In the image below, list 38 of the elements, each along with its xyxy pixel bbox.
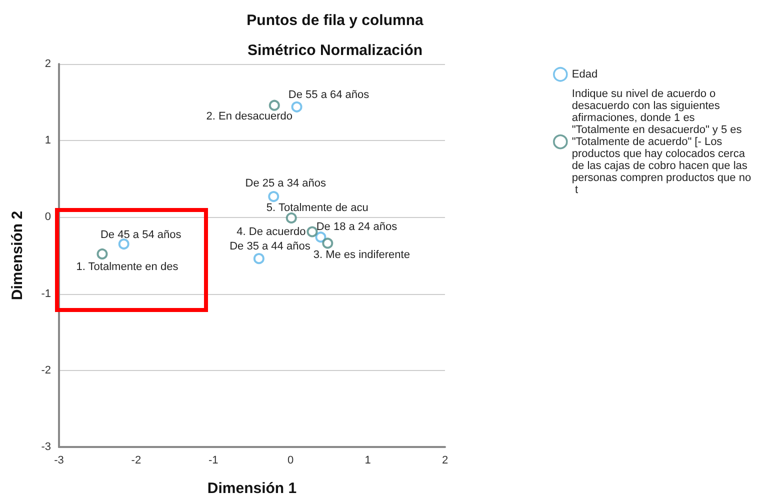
- x-tick-label: -2: [131, 454, 142, 466]
- annotation: 4. De acuerdo: [236, 226, 306, 238]
- point: [118, 238, 130, 250]
- annotation: De 35 a 44 años: [230, 240, 311, 253]
- legend-label: Edad: [572, 68, 598, 80]
- point: [306, 226, 318, 238]
- y-tick-label: -3: [41, 441, 51, 453]
- x-axis-title: Dimensión 1: [207, 480, 297, 497]
- point: [315, 232, 326, 243]
- point: [291, 101, 302, 112]
- x-tick-label: -1: [208, 454, 218, 466]
- point: [253, 253, 264, 264]
- annotation: De 45 a 54 años: [100, 229, 182, 242]
- x-tick-label: 1: [364, 454, 371, 466]
- annotation: 2. En desacuerdo: [206, 110, 293, 122]
- chart-subtitle: Simétrico Normalización: [247, 42, 423, 59]
- x-tick-label: 2: [442, 454, 448, 466]
- x-tick-label: 0: [288, 454, 294, 466]
- y-axis-title: Dimensión 2: [9, 210, 26, 300]
- point: [268, 100, 280, 111]
- annotation: 1. Totalmente en des: [76, 260, 179, 273]
- text: Indique su nivel de acuerdo o desacuerdo con las siguientes afirmaciones, donde 1 es "Totalmente en desacuerdo" y 5 es "Totalmente de acuerdo" [- Los productos que hay colocados cerca de las cajas de cobro hacen que las personas compren productos que no t: [572, 88, 752, 196]
- annotation: 5. Totalmente de acu: [266, 202, 368, 214]
- annotation: 3. Me es indiferente: [313, 249, 410, 262]
- annotation: De 18 a 24 años: [316, 221, 398, 234]
- y-tick-label: -2: [41, 364, 51, 376]
- y-tick-label: 2: [44, 58, 51, 70]
- point: [268, 191, 280, 202]
- point: [96, 248, 108, 260]
- point: [322, 238, 334, 249]
- y-tick-label: 1: [44, 134, 51, 147]
- annotation: De 25 a 34 años: [245, 178, 326, 190]
- point: [286, 212, 297, 224]
- y-tick-label: 0: [44, 211, 51, 224]
- x-tick-label: -3: [54, 454, 64, 466]
- chart-title: Puntos de fila y columna: [246, 12, 424, 29]
- annotation: De 55 a 64 años: [288, 88, 370, 101]
- y-tick-label: -1: [41, 288, 51, 300]
